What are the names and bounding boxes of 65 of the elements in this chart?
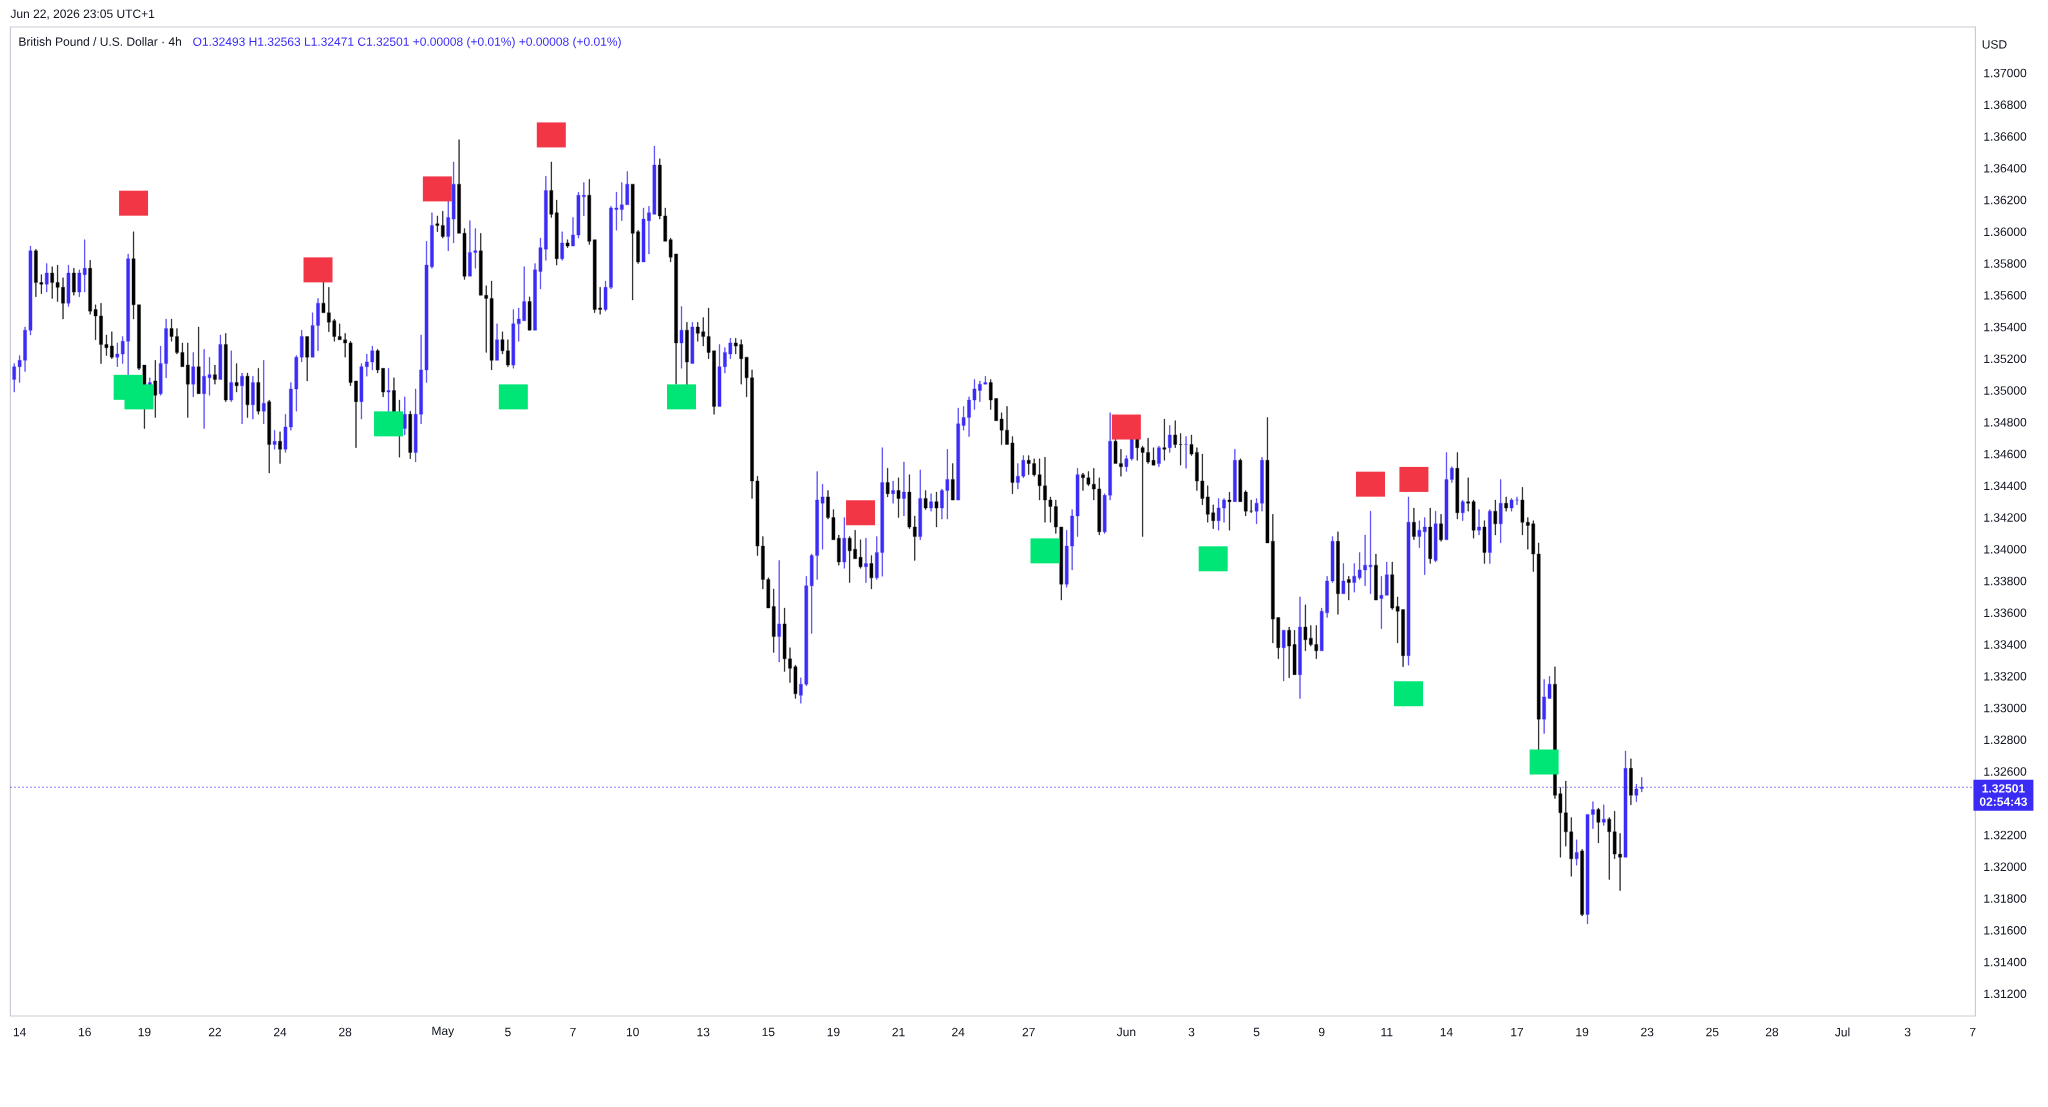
y-tick-label: 1.35200 bbox=[1984, 354, 2027, 364]
x-tick-label: 5 bbox=[1253, 1027, 1260, 1037]
y-tick-label: 1.34000 bbox=[1984, 545, 2027, 554]
y-tick-label: 1.31200 bbox=[1984, 989, 2027, 999]
x-tick-label: 24 bbox=[952, 1027, 965, 1037]
y-tick-label: 1.31600 bbox=[1984, 926, 2027, 935]
y-tick-label: 1.36000 bbox=[1984, 227, 2027, 237]
x-tick-label: 15 bbox=[762, 1027, 775, 1037]
text: 02:54:43 bbox=[1979, 797, 2028, 806]
y-tick-label: 1.37000 bbox=[1984, 68, 2027, 78]
y-tick-label: 1.32200 bbox=[1984, 830, 2027, 840]
y-tick-label: 1.35400 bbox=[1984, 322, 2027, 332]
x-tick-label: 10 bbox=[626, 1027, 639, 1037]
y-tick-label: 1.31800 bbox=[1984, 894, 2027, 903]
x-tick-label: 14 bbox=[13, 1027, 26, 1037]
x-tick-label: 27 bbox=[1022, 1027, 1035, 1037]
text: O1.32493 H1.32563 L1.32471 C1.32501 +0.00008 (+0.01%) +0.00008 (+0.01%) bbox=[193, 37, 621, 49]
y-tick-label: 1.34800 bbox=[1984, 418, 2027, 427]
y-tick-label: 1.34400 bbox=[1984, 481, 2027, 491]
x-tick-label: 19 bbox=[827, 1027, 840, 1037]
y-tick-label: 1.34200 bbox=[1984, 513, 2027, 522]
x-tick-label: 23 bbox=[1641, 1027, 1654, 1037]
x-tick-label: 9 bbox=[1318, 1027, 1325, 1037]
x-tick-label: 14 bbox=[1440, 1027, 1453, 1037]
x-tick-label: 21 bbox=[892, 1027, 905, 1037]
y-tick-label: 1.33600 bbox=[1984, 608, 2027, 618]
x-tick-label: May bbox=[432, 1026, 455, 1038]
x-tick-label: 19 bbox=[138, 1027, 151, 1037]
y-tick-label: 1.35600 bbox=[1984, 291, 2027, 300]
x-tick-label: 28 bbox=[339, 1027, 352, 1037]
x-tick-label: 11 bbox=[1381, 1027, 1393, 1037]
y-tick-label: 1.35000 bbox=[1984, 386, 2027, 395]
y-tick-label: 1.33800 bbox=[1984, 576, 2027, 586]
x-tick-label: 13 bbox=[697, 1027, 710, 1037]
y-tick-label: 1.33200 bbox=[1984, 672, 2027, 681]
y-tick-label: 1.36400 bbox=[1984, 164, 2027, 173]
text: Jun 22, 2026 23:05 UTC+1 bbox=[10, 9, 155, 20]
x-tick-label: 17 bbox=[1511, 1027, 1524, 1037]
x-tick-label: 5 bbox=[505, 1027, 511, 1037]
x-tick-label: 3 bbox=[1904, 1027, 1911, 1037]
x-tick-label: 16 bbox=[78, 1027, 91, 1037]
y-tick-label: 1.32600 bbox=[1984, 767, 2027, 776]
x-tick-label: Jul bbox=[1835, 1027, 1850, 1037]
y-tick-label: 1.33000 bbox=[1984, 703, 2027, 713]
ref-line-label: 1.32501 bbox=[1982, 784, 2025, 793]
x-tick-label: 19 bbox=[1576, 1027, 1589, 1037]
text: British Pound / U.S. Dollar · 4h bbox=[19, 37, 181, 46]
x-tick-label: 22 bbox=[208, 1027, 222, 1037]
y-tick-label: 1.35800 bbox=[1984, 259, 2027, 268]
y-tick-label: 1.36600 bbox=[1984, 132, 2027, 141]
y-tick-label: 1.36800 bbox=[1984, 100, 2027, 110]
y-tick-label: 1.32800 bbox=[1984, 735, 2027, 745]
x-tick-label: 7 bbox=[570, 1027, 576, 1037]
x-tick-label: 24 bbox=[273, 1027, 287, 1037]
y-tick-label: 1.36200 bbox=[1984, 195, 2027, 205]
y-tick-label: 1.34600 bbox=[1984, 449, 2027, 459]
x-tick-label: 25 bbox=[1706, 1027, 1719, 1037]
x-tick-label: 28 bbox=[1765, 1027, 1779, 1037]
x-tick-label: 7 bbox=[1970, 1027, 1976, 1037]
y-tick-label: 1.31400 bbox=[1984, 957, 2027, 967]
y-tick-label: 1.33400 bbox=[1984, 640, 2027, 649]
y-axis-title: USD bbox=[1982, 40, 2007, 49]
x-tick-label: Jun bbox=[1116, 1027, 1136, 1037]
y-tick-label: 1.32000 bbox=[1984, 862, 2027, 872]
x-tick-label: 3 bbox=[1188, 1027, 1195, 1037]
